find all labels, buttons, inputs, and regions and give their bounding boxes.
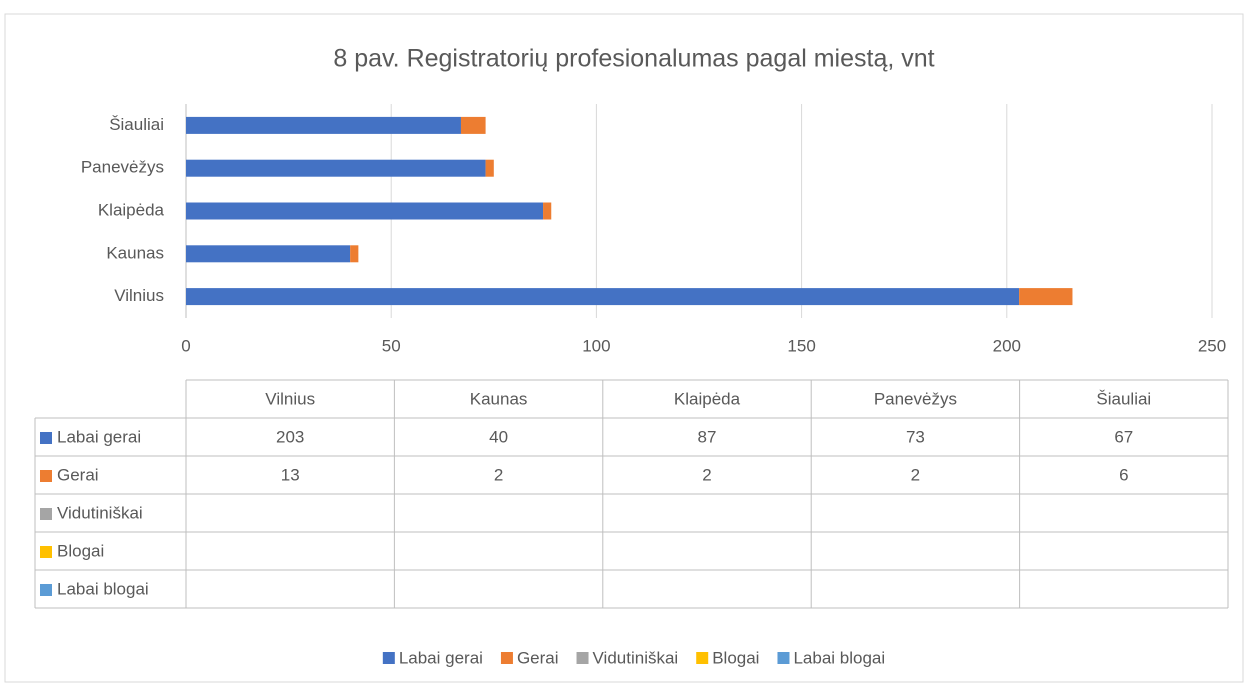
legend-swatch [382, 652, 395, 664]
bar [186, 116, 461, 134]
y-tick-label: Kaunas [106, 243, 164, 262]
bar [350, 245, 359, 263]
table-header: Klaipėda [674, 389, 741, 408]
table-row-label: Vidutiniškai [57, 503, 143, 522]
legend-label: Labai gerai [399, 648, 483, 667]
table-cell: 203 [276, 427, 304, 446]
y-tick-label: Šiauliai [109, 115, 164, 134]
legend-label: Labai blogai [793, 648, 885, 667]
x-tick-label: 100 [582, 336, 610, 355]
y-tick-label: Vilnius [114, 286, 164, 305]
table-header: Kaunas [470, 389, 528, 408]
legend-swatch [576, 652, 589, 664]
y-tick-label: Klaipėda [98, 200, 165, 219]
table-cell: 73 [906, 427, 925, 446]
table-cell: 67 [1114, 427, 1133, 446]
table-key [40, 546, 52, 558]
table-header: Vilnius [265, 389, 315, 408]
x-tick-label: 200 [993, 336, 1021, 355]
legend-label: Blogai [712, 648, 759, 667]
table-cell: 13 [281, 465, 300, 484]
table-key [40, 584, 52, 596]
table-row-label: Labai gerai [57, 427, 141, 446]
legend-label: Gerai [517, 648, 559, 667]
legend-swatch [500, 652, 513, 664]
table-cell: 87 [698, 427, 717, 446]
bar [485, 159, 494, 177]
bar [543, 202, 552, 220]
legend-swatch [777, 652, 790, 664]
table-row-label: Blogai [57, 541, 104, 560]
table-cell: 6 [1119, 465, 1128, 484]
bar [186, 245, 351, 263]
table-row-label: Gerai [57, 465, 99, 484]
table-header: Šiauliai [1096, 389, 1151, 408]
table-header: Panevėžys [874, 389, 957, 408]
table-key [40, 470, 52, 482]
legend-swatch [696, 652, 709, 664]
x-tick-label: 0 [181, 336, 190, 355]
x-tick-label: 50 [382, 336, 401, 355]
table-key [40, 508, 52, 520]
x-tick-label: 250 [1198, 336, 1226, 355]
bar [186, 288, 1020, 306]
table-key [40, 432, 52, 444]
bar [1019, 288, 1073, 306]
table-row-label: Labai blogai [57, 579, 149, 598]
x-tick-label: 150 [787, 336, 815, 355]
table-cell: 40 [489, 427, 508, 446]
bar [186, 159, 486, 177]
table-cell: 2 [911, 465, 920, 484]
table-cell: 2 [702, 465, 711, 484]
bar [186, 202, 544, 220]
chart-title: 8 pav. Registratorių profesionalumas pag… [333, 45, 934, 73]
table-cell: 2 [494, 465, 503, 484]
y-tick-label: Panevėžys [81, 158, 164, 177]
legend-label: Vidutiniškai [593, 648, 679, 667]
bar [460, 116, 486, 134]
